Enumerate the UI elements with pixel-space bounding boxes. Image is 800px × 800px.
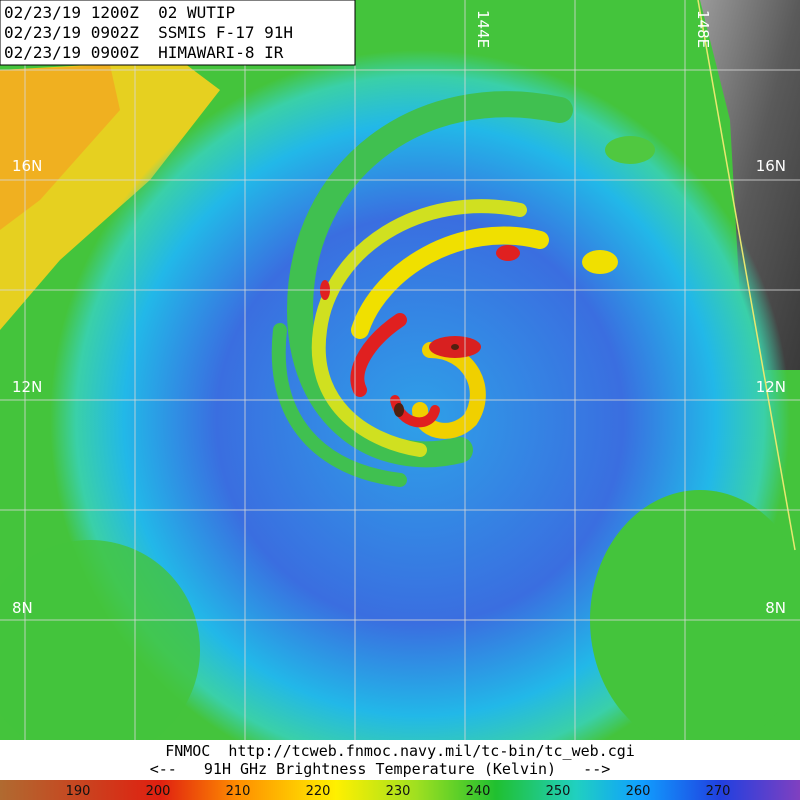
lat-labels: 16N 16N 12N 12N 8N 8N 144E 148E	[12, 10, 786, 617]
header-line: 02/23/19 1200Z 02 WUTIP	[4, 3, 235, 22]
colorbar-label: 230	[386, 784, 411, 799]
colorbar-label: 240	[466, 784, 491, 799]
lat-label: 12N	[756, 378, 786, 396]
lat-label: 16N	[756, 157, 786, 175]
header: 02/23/19 1200Z 02 WUTIP 02/23/19 0902Z S…	[0, 0, 356, 66]
colorbar-label: 220	[306, 784, 331, 799]
graticule	[0, 0, 800, 740]
lon-label: 144E	[474, 10, 492, 48]
source-text: FNMOC http://tcweb.fnmoc.navy.mil/tc-bin…	[165, 742, 635, 760]
lon-label: 148E	[694, 10, 712, 48]
colorbar-label: 270	[706, 784, 731, 799]
colorbar-label: 200	[146, 784, 171, 799]
lat-label: 8N	[765, 599, 786, 617]
colorbar-label: 210	[226, 784, 251, 799]
colorbar-label: 260	[626, 784, 651, 799]
header-box	[0, 0, 356, 66]
lat-label: 16N	[12, 157, 42, 175]
legend-title: <-- 91H GHz Brightness Temperature (Kelv…	[150, 760, 611, 778]
colorbar-label: 250	[546, 784, 571, 799]
lat-label: 8N	[12, 599, 33, 617]
colorbar-labels: 190 200 210 220 230 240 250 260 270	[66, 784, 731, 799]
header-line: 02/23/19 0902Z SSMIS F-17 91H	[4, 23, 293, 42]
colorbar-label: 190	[66, 784, 91, 799]
colorbar	[0, 780, 800, 800]
lat-label: 12N	[12, 378, 42, 396]
header-line: 02/23/19 0900Z HIMAWARI-8 IR	[4, 43, 284, 62]
footer: FNMOC http://tcweb.fnmoc.navy.mil/tc-bin…	[0, 740, 800, 800]
